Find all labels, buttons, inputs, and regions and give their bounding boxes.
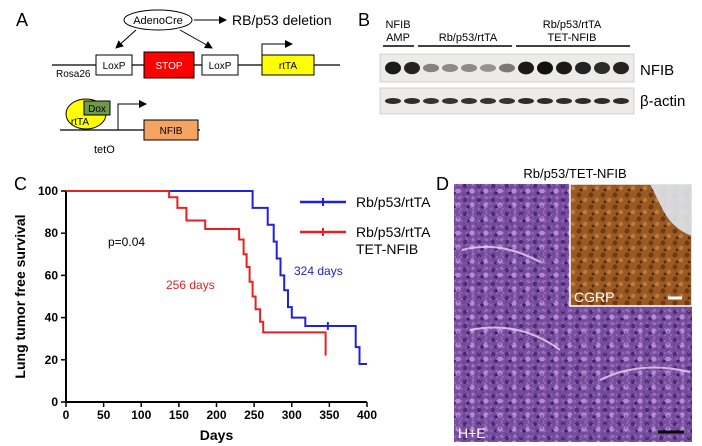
actin-band	[461, 98, 477, 104]
stop-box	[143, 51, 195, 79]
legend-label-1: Rb/p53/rtTA	[356, 224, 431, 240]
actin-band	[442, 98, 458, 104]
y-tick-label: 20	[45, 353, 59, 367]
rtta-protein-label: rtTA	[71, 117, 89, 128]
he-stain-label: H+E	[458, 425, 486, 441]
nfib-band	[423, 63, 439, 73]
actin-band	[499, 98, 515, 104]
actin-band	[404, 98, 420, 104]
group-label-nfib-amp-1: NFIB	[385, 19, 410, 31]
nfib-band	[499, 63, 515, 73]
survival-chart: 0 50 100 150 200 250 300 350 400 0 20 40 60 80 100 Days…	[12, 184, 431, 443]
x-tick-label: 100	[131, 408, 151, 422]
panel-d-label: D	[436, 174, 449, 194]
blot-bands	[385, 61, 629, 104]
actin-band	[480, 98, 496, 104]
rtta-box-label: rtTA	[279, 61, 297, 72]
actin-band	[537, 98, 553, 104]
x-tick-label: 50	[97, 408, 111, 422]
y-tick-label: 60	[45, 268, 59, 282]
y-tick-label: 40	[45, 311, 59, 325]
stop-label: STOP	[155, 61, 182, 72]
deletion-label: RB/p53 deletion	[232, 12, 332, 28]
nfib-band	[537, 61, 553, 75]
actin-band	[385, 98, 401, 104]
cgrp-inset-background	[650, 184, 692, 236]
x-tick-label: 150	[169, 408, 189, 422]
teto-label: tetO	[94, 144, 115, 156]
actin-band	[518, 98, 534, 104]
panel-b: B NFIB AMP Rb/p53/rtTA Rb/p53/rtTA TET-N…	[358, 10, 685, 115]
panel-b-label: B	[358, 10, 370, 30]
x-tick-label: 250	[244, 408, 264, 422]
x-tick-label: 350	[319, 408, 339, 422]
dox-box	[83, 100, 111, 116]
x-tick-label: 200	[206, 408, 226, 422]
adenocre-ellipse	[123, 9, 193, 31]
nfib-band	[518, 61, 534, 75]
y-tick-label: 0	[51, 395, 58, 409]
nfib-band	[556, 61, 572, 75]
loxp-label-right: LoxP	[209, 61, 232, 72]
nfib-band	[480, 64, 496, 72]
y-tick-label: 80	[45, 226, 59, 240]
nfib-band	[385, 61, 401, 75]
nfib-band	[575, 61, 591, 75]
nfib-band	[594, 62, 610, 74]
actin-band	[423, 98, 439, 104]
actin-band	[556, 98, 572, 104]
panel-c: C 0 50 100 150 200 250 300 350 400 0 20 40 60 80 100 Da…	[12, 174, 431, 443]
chart-axes	[65, 191, 367, 403]
cgrp-stain-label: CGRP	[574, 289, 614, 305]
cre-arrow-left	[115, 29, 137, 49]
nfib-box-label: NFIB	[160, 126, 183, 137]
rtta-box	[261, 54, 315, 76]
group-label-tet-nfib-2: TET-NFIB	[548, 32, 597, 44]
panel-d: D Rb/p53/TET-NFIB H+E CGRP	[436, 166, 693, 442]
series-line-0	[66, 190, 367, 365]
actin-band	[613, 98, 629, 104]
nfib-band	[442, 63, 458, 73]
adenocre-label: AdenoCre	[133, 15, 183, 27]
series-line-1	[66, 190, 327, 356]
x-tick-label: 300	[282, 408, 302, 422]
dox-label: Dox	[88, 104, 106, 115]
median-blue-label: 324 days	[294, 264, 343, 278]
panel-a: A AdenoCre RB/p53 deletion Rosa26 LoxP S…	[16, 9, 340, 156]
panel-c-label: C	[14, 174, 27, 194]
x-tick-label: 0	[63, 408, 70, 422]
group-label-rtta: Rb/p53/rtTA	[439, 32, 498, 44]
legend-label-0: Rb/p53/rtTA	[356, 194, 431, 210]
nfib-band	[404, 61, 420, 75]
actin-band	[594, 98, 610, 104]
teto-promoter-arrow	[117, 100, 147, 130]
group-label-nfib-amp-2: AMP	[386, 32, 410, 44]
nfib-band	[461, 63, 477, 73]
cre-arrow-right	[179, 29, 213, 49]
group-label-tet-nfib-1: Rb/p53/rtTA	[543, 19, 602, 31]
actin-band	[575, 98, 591, 104]
he-tissue-gaps	[461, 245, 691, 381]
loxp-box-right	[201, 54, 239, 76]
row-label-actin: β-actin	[640, 93, 685, 110]
rosa26-label: Rosa26	[56, 69, 91, 80]
panel-a-label: A	[16, 10, 28, 30]
x-axis-label: Days	[200, 427, 234, 443]
panel-d-title: Rb/p53/TET-NFIB	[523, 166, 626, 181]
y-tick-label: 100	[38, 184, 58, 198]
loxp-label-left: LoxP	[103, 61, 126, 72]
row-label-nfib: NFIB	[640, 62, 674, 79]
loxp-box-left	[95, 54, 133, 76]
nfib-box	[143, 119, 199, 141]
legend-label-1: TET-NFIB	[356, 241, 418, 257]
median-red-label: 256 days	[166, 278, 215, 292]
x-tick-label: 400	[357, 408, 377, 422]
y-axis-label: Lung tumor free survival	[12, 214, 28, 378]
p-value: p=0.04	[108, 235, 145, 249]
nfib-band	[613, 61, 629, 75]
